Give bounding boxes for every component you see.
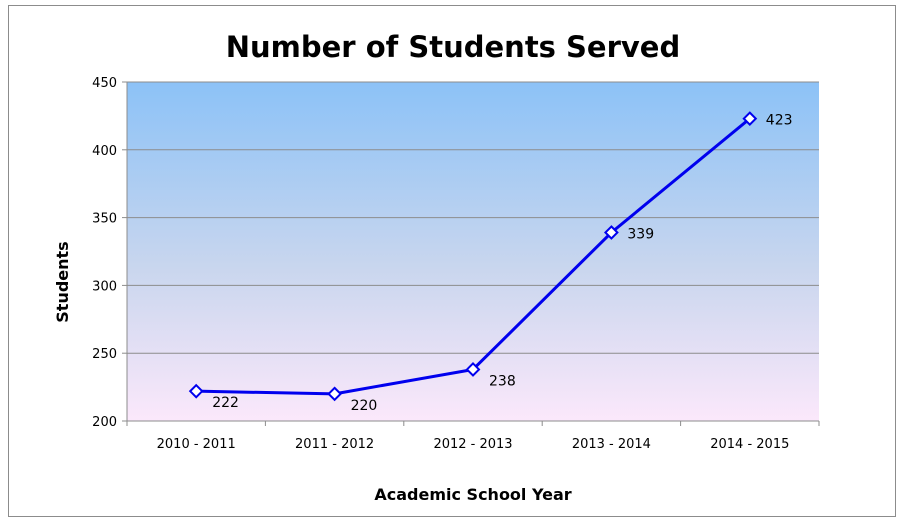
data-label: 423 xyxy=(766,113,793,129)
y-tick-label: 250 xyxy=(92,347,117,362)
data-point xyxy=(188,383,204,399)
chart-title: Number of Students Served xyxy=(226,30,680,64)
data-label: 339 xyxy=(627,227,654,243)
y-tick-label: 350 xyxy=(92,212,117,227)
x-tick-label: 2014 - 2015 xyxy=(710,437,789,452)
y-tick-label: 300 xyxy=(92,279,117,294)
data-point xyxy=(603,225,619,240)
x-axis-title: Academic School Year xyxy=(374,485,571,504)
x-tick-label: 2013 - 2014 xyxy=(572,437,651,452)
chart-frame: Number of Students Served 200 250 300 350 40… xyxy=(8,5,896,517)
y-tick-label: 400 xyxy=(92,144,117,159)
data-label: 222 xyxy=(212,395,239,411)
y-tick-label: 200 xyxy=(92,415,117,430)
x-tick-label: 2010 - 2011 xyxy=(157,437,236,452)
x-tick-label: 2012 - 2013 xyxy=(433,437,512,452)
y-axis-title: Students xyxy=(53,241,72,322)
data-label: 220 xyxy=(351,398,378,414)
data-point xyxy=(742,111,758,127)
data-point xyxy=(465,362,481,377)
line-chart: Number of Students Served 200 250 300 350 40… xyxy=(53,30,820,504)
data-point xyxy=(327,386,343,402)
x-tick-label: 2011 - 2012 xyxy=(295,437,374,452)
y-tick-label: 450 xyxy=(92,76,117,91)
data-label: 238 xyxy=(489,373,516,389)
